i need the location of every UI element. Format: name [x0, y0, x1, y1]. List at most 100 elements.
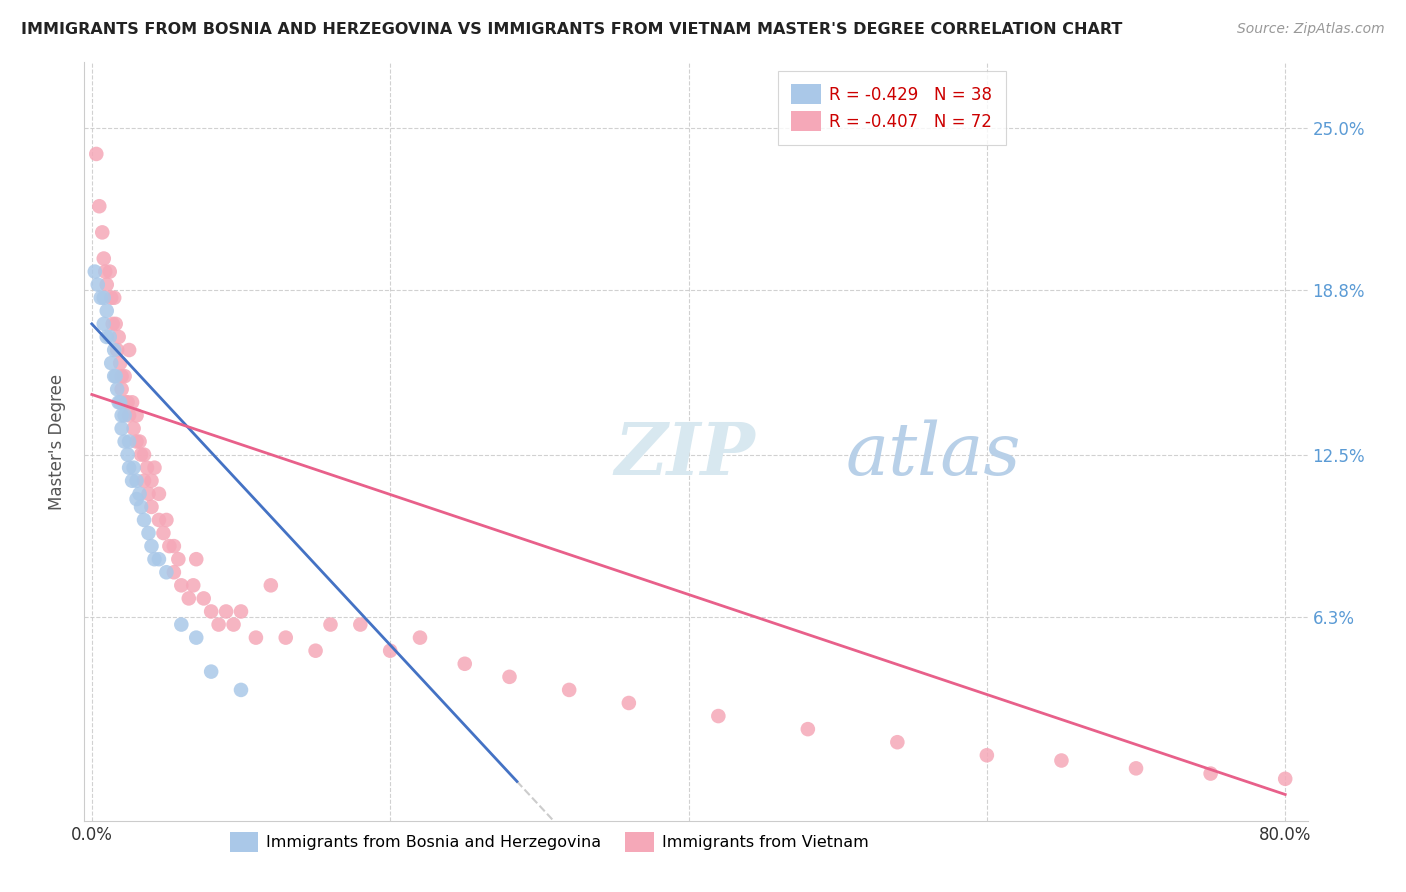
- Point: [118, 434, 141, 449]
- Point: [797, 722, 820, 736]
- Point: [186, 631, 208, 645]
- Point: [114, 434, 136, 449]
- Point: [101, 317, 124, 331]
- Point: [128, 434, 150, 449]
- Point: [707, 709, 730, 723]
- Legend: Immigrants from Bosnia and Herzegovina, Immigrants from Vietnam: Immigrants from Bosnia and Herzegovina, …: [224, 826, 875, 858]
- Point: [91, 226, 114, 240]
- Point: [157, 539, 180, 553]
- Point: [454, 657, 477, 671]
- Point: [87, 277, 110, 292]
- Point: [319, 617, 342, 632]
- Point: [132, 448, 155, 462]
- Point: [304, 643, 326, 657]
- Point: [118, 343, 141, 357]
- Point: [129, 448, 152, 462]
- Point: [114, 409, 136, 423]
- Point: [143, 552, 166, 566]
- Point: [138, 526, 160, 541]
- Point: [380, 643, 402, 657]
- Text: ZIP: ZIP: [614, 419, 755, 490]
- Point: [229, 605, 252, 619]
- Point: [155, 513, 177, 527]
- Point: [107, 330, 129, 344]
- Point: [105, 382, 128, 396]
- Point: [118, 460, 141, 475]
- Point: [117, 448, 139, 462]
- Point: [229, 682, 252, 697]
- Point: [108, 356, 131, 370]
- Point: [200, 665, 222, 679]
- Point: [93, 317, 115, 331]
- Point: [222, 617, 245, 632]
- Point: [128, 487, 150, 501]
- Point: [1274, 772, 1296, 786]
- Point: [498, 670, 520, 684]
- Point: [104, 317, 127, 331]
- Point: [122, 460, 145, 475]
- Point: [98, 330, 121, 344]
- Point: [96, 277, 118, 292]
- Y-axis label: Master's Degree: Master's Degree: [48, 374, 66, 509]
- Point: [167, 552, 190, 566]
- Point: [170, 617, 193, 632]
- Point: [193, 591, 215, 606]
- Point: [617, 696, 640, 710]
- Text: IMMIGRANTS FROM BOSNIA AND HERZEGOVINA VS IMMIGRANTS FROM VIETNAM MASTER'S DEGRE: IMMIGRANTS FROM BOSNIA AND HERZEGOVINA V…: [21, 22, 1122, 37]
- Point: [181, 578, 204, 592]
- Point: [115, 395, 138, 409]
- Point: [141, 539, 163, 553]
- Point: [103, 291, 125, 305]
- Point: [132, 513, 155, 527]
- Point: [121, 395, 143, 409]
- Text: Source: ZipAtlas.com: Source: ZipAtlas.com: [1237, 22, 1385, 37]
- Point: [1125, 761, 1147, 775]
- Point: [90, 291, 112, 305]
- Point: [118, 409, 141, 423]
- Point: [136, 460, 159, 475]
- Point: [117, 395, 139, 409]
- Point: [141, 474, 163, 488]
- Point: [976, 748, 998, 763]
- Point: [170, 578, 193, 592]
- Point: [148, 487, 170, 501]
- Point: [138, 487, 160, 501]
- Point: [177, 591, 200, 606]
- Point: [84, 147, 107, 161]
- Point: [186, 552, 208, 566]
- Point: [163, 539, 186, 553]
- Point: [111, 421, 134, 435]
- Point: [108, 395, 131, 409]
- Point: [103, 343, 125, 357]
- Point: [111, 409, 134, 423]
- Point: [104, 369, 127, 384]
- Point: [125, 474, 148, 488]
- Point: [207, 617, 229, 632]
- Point: [94, 264, 117, 278]
- Point: [558, 682, 581, 697]
- Point: [200, 605, 222, 619]
- Point: [245, 631, 267, 645]
- Point: [155, 566, 177, 580]
- Point: [129, 500, 152, 514]
- Point: [100, 356, 122, 370]
- Point: [148, 513, 170, 527]
- Point: [409, 631, 432, 645]
- Point: [105, 343, 128, 357]
- Point: [96, 303, 118, 318]
- Point: [148, 552, 170, 566]
- Point: [98, 264, 121, 278]
- Point: [107, 395, 129, 409]
- Point: [886, 735, 908, 749]
- Point: [125, 434, 148, 449]
- Point: [260, 578, 283, 592]
- Point: [141, 500, 163, 514]
- Point: [215, 605, 238, 619]
- Point: [83, 264, 105, 278]
- Point: [111, 382, 134, 396]
- Point: [93, 252, 115, 266]
- Point: [143, 460, 166, 475]
- Point: [163, 566, 186, 580]
- Point: [111, 369, 134, 384]
- Point: [96, 330, 118, 344]
